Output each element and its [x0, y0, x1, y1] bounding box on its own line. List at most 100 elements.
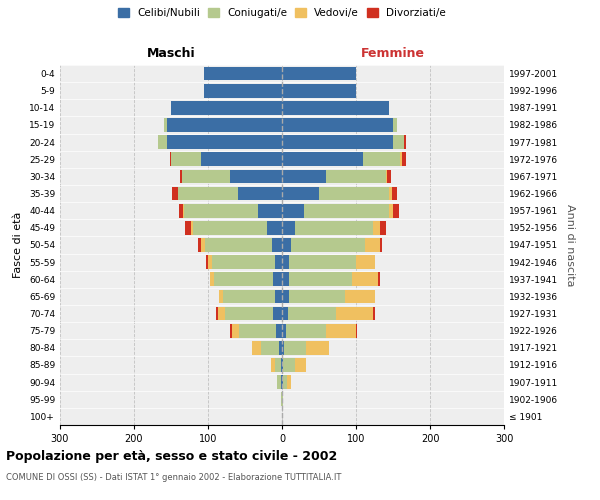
- Bar: [378, 272, 380, 286]
- Bar: [204, 84, 282, 98]
- Bar: [184, 204, 259, 218]
- Bar: [289, 290, 345, 304]
- Bar: [167, 118, 282, 132]
- Bar: [389, 204, 393, 218]
- Bar: [185, 221, 191, 234]
- Bar: [284, 341, 307, 354]
- Bar: [282, 170, 326, 183]
- Bar: [238, 186, 282, 200]
- Bar: [392, 186, 397, 200]
- Bar: [204, 66, 282, 80]
- Bar: [295, 358, 305, 372]
- Bar: [219, 290, 223, 304]
- Bar: [282, 101, 389, 114]
- Bar: [352, 272, 378, 286]
- Bar: [356, 256, 374, 269]
- Bar: [210, 272, 214, 286]
- Bar: [232, 324, 239, 338]
- Bar: [276, 324, 282, 338]
- Bar: [282, 376, 283, 389]
- Bar: [202, 238, 205, 252]
- Bar: [218, 306, 225, 320]
- Bar: [393, 204, 399, 218]
- Bar: [365, 238, 380, 252]
- Bar: [393, 118, 397, 132]
- Bar: [282, 341, 284, 354]
- Bar: [230, 324, 232, 338]
- Bar: [275, 290, 282, 304]
- Bar: [167, 136, 282, 149]
- Bar: [178, 186, 238, 200]
- Bar: [275, 358, 281, 372]
- Bar: [282, 358, 283, 372]
- Bar: [183, 204, 184, 218]
- Bar: [277, 376, 281, 389]
- Bar: [289, 272, 352, 286]
- Bar: [389, 186, 392, 200]
- Bar: [282, 272, 289, 286]
- Bar: [304, 204, 389, 218]
- Bar: [267, 221, 282, 234]
- Bar: [287, 376, 291, 389]
- Bar: [223, 290, 275, 304]
- Bar: [216, 306, 218, 320]
- Bar: [282, 392, 283, 406]
- Bar: [282, 204, 304, 218]
- Bar: [345, 290, 374, 304]
- Bar: [307, 341, 329, 354]
- Bar: [272, 238, 282, 252]
- Bar: [164, 118, 167, 132]
- Bar: [288, 306, 336, 320]
- Bar: [182, 170, 230, 183]
- Bar: [283, 358, 295, 372]
- Bar: [295, 221, 373, 234]
- Bar: [172, 186, 178, 200]
- Bar: [282, 186, 319, 200]
- Bar: [282, 290, 289, 304]
- Bar: [260, 341, 279, 354]
- Bar: [289, 256, 356, 269]
- Text: Femmine: Femmine: [361, 47, 425, 60]
- Bar: [212, 256, 275, 269]
- Bar: [387, 170, 391, 183]
- Bar: [193, 221, 267, 234]
- Bar: [319, 186, 389, 200]
- Bar: [282, 221, 295, 234]
- Bar: [271, 358, 275, 372]
- Bar: [208, 256, 212, 269]
- Bar: [282, 306, 288, 320]
- Bar: [197, 238, 202, 252]
- Bar: [282, 84, 356, 98]
- Bar: [282, 324, 286, 338]
- Bar: [239, 324, 276, 338]
- Text: Popolazione per età, sesso e stato civile - 2002: Popolazione per età, sesso e stato civil…: [6, 450, 337, 463]
- Bar: [275, 256, 282, 269]
- Bar: [336, 306, 373, 320]
- Bar: [282, 66, 356, 80]
- Bar: [273, 272, 282, 286]
- Bar: [373, 221, 380, 234]
- Bar: [191, 221, 193, 234]
- Bar: [400, 152, 402, 166]
- Bar: [402, 152, 406, 166]
- Y-axis label: Fasce di età: Fasce di età: [13, 212, 23, 278]
- Bar: [356, 324, 358, 338]
- Bar: [373, 306, 374, 320]
- Bar: [281, 392, 282, 406]
- Bar: [279, 341, 282, 354]
- Bar: [282, 256, 289, 269]
- Bar: [404, 136, 406, 149]
- Legend: Celibi/Nubili, Coniugati/e, Vedovi/e, Divorziati/e: Celibi/Nubili, Coniugati/e, Vedovi/e, Di…: [118, 8, 446, 18]
- Bar: [225, 306, 273, 320]
- Bar: [283, 376, 287, 389]
- Bar: [282, 152, 364, 166]
- Bar: [380, 221, 386, 234]
- Bar: [273, 306, 282, 320]
- Text: Maschi: Maschi: [146, 47, 196, 60]
- Bar: [281, 358, 282, 372]
- Text: COMUNE DI OSSI (SS) - Dati ISTAT 1° gennaio 2002 - Elaborazione TUTTITALIA.IT: COMUNE DI OSSI (SS) - Dati ISTAT 1° genn…: [6, 472, 341, 482]
- Bar: [291, 238, 365, 252]
- Bar: [171, 152, 200, 166]
- Bar: [393, 136, 404, 149]
- Bar: [200, 152, 282, 166]
